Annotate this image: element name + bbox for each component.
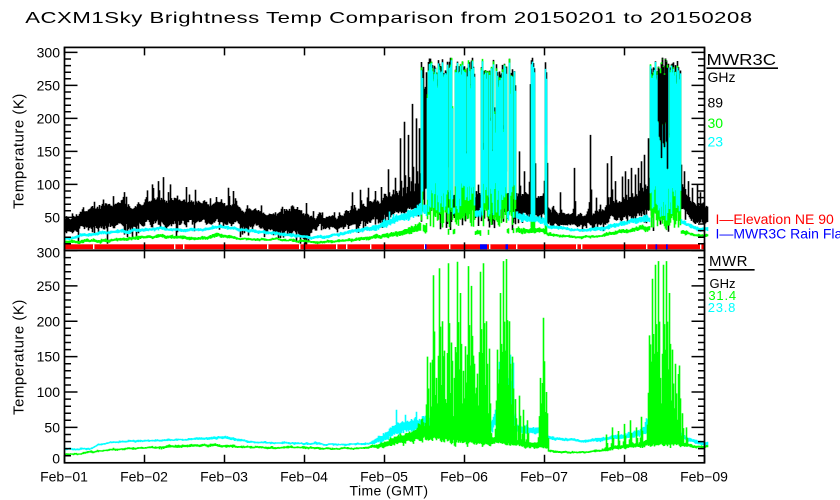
svg-text:23: 23 (708, 134, 724, 150)
svg-text:Feb−03: Feb−03 (200, 469, 248, 485)
svg-text:200: 200 (37, 313, 61, 329)
svg-text:Feb−04: Feb−04 (280, 469, 328, 485)
svg-text:Feb−06: Feb−06 (440, 469, 488, 485)
svg-text:50: 50 (44, 209, 60, 225)
svg-text:I—MWR3C Rain Flag: I—MWR3C Rain Flag (716, 226, 840, 242)
svg-text:150: 150 (37, 143, 61, 159)
svg-text:0: 0 (52, 451, 60, 467)
svg-text:89: 89 (708, 95, 724, 111)
svg-text:250: 250 (37, 77, 61, 93)
svg-text:Feb−09: Feb−09 (680, 469, 728, 485)
svg-text:30: 30 (708, 115, 724, 131)
svg-text:200: 200 (37, 110, 61, 126)
svg-text:300: 300 (37, 245, 61, 261)
svg-text:31.4: 31.4 (708, 288, 737, 303)
svg-text:ACXM1Sky Brightness Temp Compa: ACXM1Sky Brightness Temp Comparison from… (25, 10, 753, 27)
svg-text:50: 50 (44, 419, 60, 435)
svg-text:MWR3C: MWR3C (707, 50, 776, 69)
svg-text:Temperature (K): Temperature (K) (11, 93, 28, 209)
svg-text:MWR: MWR (709, 253, 748, 270)
svg-text:GHz: GHz (710, 276, 736, 291)
svg-text:Feb−01: Feb−01 (40, 469, 88, 485)
svg-text:Temperature (K): Temperature (K) (11, 299, 28, 415)
svg-text:150: 150 (37, 349, 61, 365)
svg-text:250: 250 (37, 278, 61, 294)
svg-text:Feb−02: Feb−02 (120, 469, 168, 485)
svg-text:GHz: GHz (708, 69, 736, 85)
svg-text:I—Elevation NE 90: I—Elevation NE 90 (716, 211, 834, 227)
svg-text:100: 100 (37, 384, 61, 400)
svg-text:23.8: 23.8 (708, 300, 737, 315)
svg-text:300: 300 (37, 44, 61, 60)
svg-text:Feb−07: Feb−07 (520, 469, 568, 485)
svg-text:Time (GMT): Time (GMT) (350, 483, 429, 499)
svg-text:Feb−05: Feb−05 (360, 469, 408, 485)
svg-text:Feb−08: Feb−08 (600, 469, 648, 485)
svg-text:100: 100 (37, 176, 61, 192)
